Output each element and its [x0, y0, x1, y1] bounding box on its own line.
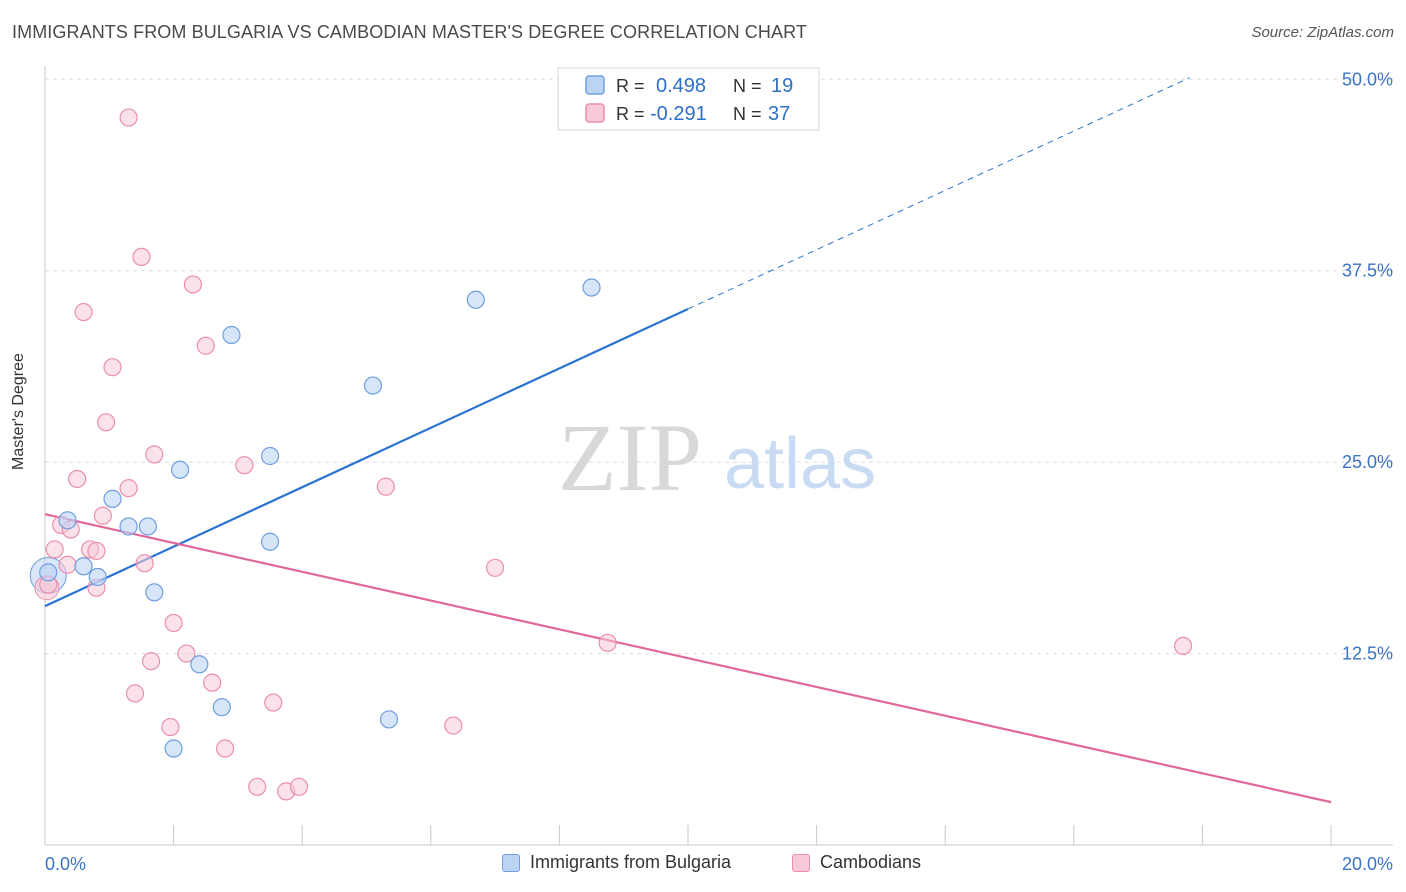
y-axis-label: Master's Degree [10, 353, 27, 470]
legend-n-value-1: 19 [771, 75, 793, 97]
point-cambodians-13 [119, 108, 138, 127]
y-tick-label-0: 12.5% [1342, 644, 1393, 664]
point-bulgaria-17 [379, 710, 399, 729]
legend-n-value-2: 37 [768, 103, 790, 125]
point-bulgaria-10 [212, 698, 231, 717]
point-cambodians-25 [203, 673, 222, 692]
point-cambodians-17 [135, 554, 154, 573]
point-bulgaria-5 [119, 517, 138, 536]
trend-lines [44, 77, 1332, 804]
point-cambodians-28 [248, 777, 267, 796]
y-tick-label-3: 50.0% [1342, 69, 1393, 89]
chart-title: IMMIGRANTS FROM BULGARIA VS CAMBODIAN MA… [12, 22, 807, 42]
point-cambodians-33 [444, 716, 463, 735]
point-bulgaria-6 [138, 517, 157, 536]
point-bulgaria-8 [170, 460, 190, 479]
point-bulgaria-3 [88, 567, 107, 587]
point-cambodians-5 [68, 469, 87, 489]
point-cambodians-21 [164, 613, 183, 633]
watermark-atlas: atlas [724, 424, 876, 504]
point-cambodians-10 [93, 506, 112, 525]
legend-item-bulgaria: Immigrants from Bulgaria [502, 852, 731, 873]
trend-line-bulgaria-extension [687, 77, 1190, 310]
legend-label-bulgaria: Immigrants from Bulgaria [530, 852, 732, 872]
source-label: Source: ZipAtlas.com [1251, 24, 1394, 41]
point-bulgaria-11 [222, 325, 241, 345]
point-cambodians-3 [58, 555, 77, 574]
point-cambodians-12 [103, 358, 122, 377]
trend-line-cambodians [44, 513, 1332, 804]
legend-swatch-pink [585, 103, 605, 123]
point-cambodians-19 [145, 445, 164, 464]
legend-item-cambodians: Cambodians [792, 852, 921, 873]
grid-lines [45, 78, 1393, 655]
series-legend: Immigrants from Bulgaria Cambodians [0, 850, 1406, 880]
point-cambodians-26 [215, 739, 235, 758]
legend-swatch-cambodians [792, 853, 810, 872]
legend-label-cambodians: Cambodians [820, 852, 922, 872]
point-cambodians-32 [376, 477, 395, 496]
point-bulgaria-12 [260, 532, 280, 551]
x-tick-labels: 0.0% 20.0% [45, 854, 1393, 874]
point-bulgaria-14 [363, 376, 383, 395]
point-bulgaria-16 [582, 278, 601, 297]
point-bulgaria-2 [74, 557, 93, 576]
legend-n-label-2: N = [733, 104, 762, 124]
point-cambodians-27 [235, 456, 254, 475]
point-cambodians-20 [161, 717, 180, 737]
point-bulgaria-0 [39, 563, 58, 582]
point-cambodians-22 [177, 644, 196, 663]
watermark-zip: ZIP [558, 404, 702, 511]
legend-r-value-2: -0.291 [650, 103, 707, 125]
point-cambodians-34 [486, 558, 505, 577]
y-tick-labels: 12.5% 25.0% 37.5% 50.0% [1342, 69, 1393, 663]
legend-swatch-bulgaria [502, 853, 520, 872]
legend-n-label-1: N = [733, 76, 762, 96]
y-tick-label-2: 37.5% [1342, 261, 1393, 281]
point-cambodians-14 [119, 479, 138, 498]
point-cambodians-6 [74, 302, 93, 322]
legend-swatch-blue [585, 75, 605, 95]
trend-line-bulgaria [44, 307, 689, 608]
point-bulgaria-7 [145, 583, 164, 602]
point-cambodians-31 [289, 777, 309, 796]
legend-r-label-1: R = [616, 76, 645, 96]
point-cambodians-9 [87, 541, 106, 561]
watermark: ZIP atlas [558, 404, 876, 511]
point-bulgaria-15 [466, 290, 485, 309]
point-bulgaria-13 [260, 446, 280, 466]
point-cambodians-15 [125, 684, 145, 703]
correlation-legend: R = 0.498 N = 19 R = -0.291 N = 37 [557, 67, 820, 131]
point-cambodians-29 [264, 693, 283, 712]
point-bulgaria-9 [190, 655, 209, 674]
legend-r-value-1: 0.498 [656, 75, 706, 97]
point-cambodians-36 [1174, 636, 1193, 656]
point-bulgaria-1 [58, 511, 77, 530]
point-bulgaria-18 [164, 739, 183, 758]
point-cambodians-11 [96, 413, 116, 432]
y-tick-label-1: 25.0% [1342, 452, 1393, 472]
point-cambodians-16 [132, 247, 151, 267]
point-cambodians-35 [598, 633, 617, 652]
data-points [29, 108, 1193, 801]
point-cambodians-24 [196, 336, 215, 355]
x-tick-label-1: 20.0% [1342, 854, 1393, 874]
point-cambodians-18 [141, 652, 161, 671]
point-cambodians-1 [45, 540, 64, 559]
point-bulgaria-4 [103, 489, 122, 508]
point-cambodians-23 [183, 275, 202, 294]
axes [44, 66, 1393, 846]
x-tick-label-0: 0.0% [45, 854, 86, 874]
legend-r-label-2: R = [616, 104, 645, 124]
